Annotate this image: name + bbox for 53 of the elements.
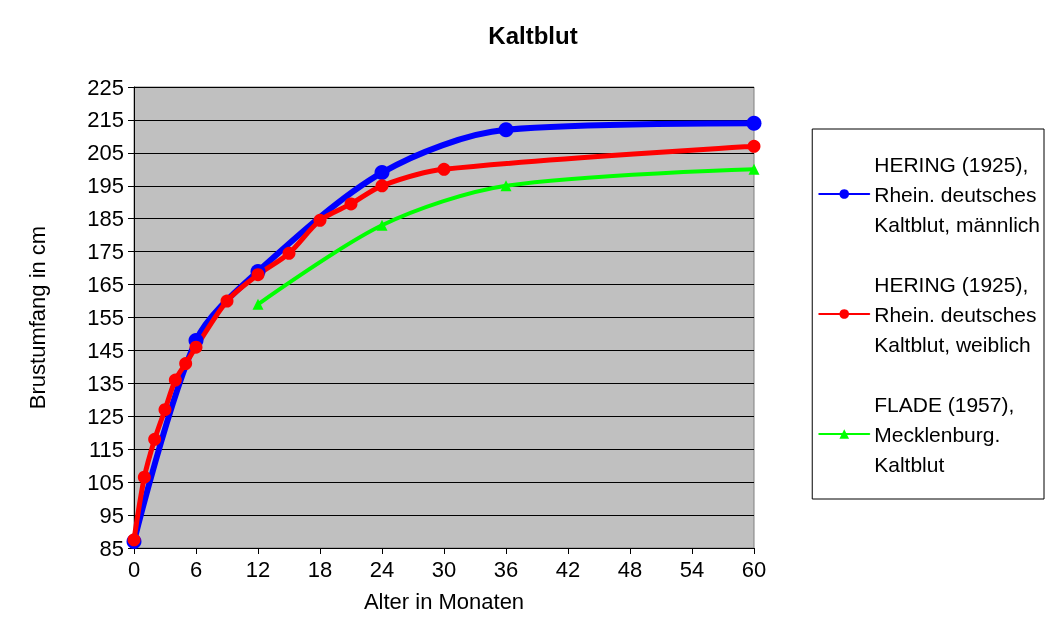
y-tick-label: 115 [88,436,124,462]
point [437,162,451,176]
y-tick-label: 225 [87,74,124,100]
x-tick-label: 6 [189,556,203,582]
x-tick-label: 12 [245,556,271,582]
x-tick-label: 60 [741,556,767,582]
x-tick-label: 42 [555,556,581,582]
y-tick-label: 215 [87,107,124,133]
point [375,179,389,193]
point [344,197,358,211]
point [137,470,151,484]
point [500,180,512,192]
point [252,298,264,310]
point [376,219,388,231]
x-tick-label: 18 [307,556,333,582]
y-tick-label: 185 [87,206,124,232]
x-tick-label: 48 [617,556,643,582]
point [374,165,390,181]
point [168,373,182,387]
point [747,139,761,153]
point [189,340,203,354]
y-tick-label: 195 [87,173,124,199]
point [251,268,265,282]
point [748,163,760,175]
legend-label: FLADE (1957), Mecklenburg. Kaltblut [874,392,1015,476]
point [498,122,514,138]
y-tick-label: 155 [87,305,124,330]
x-tick-label: 30 [431,556,457,582]
point [282,246,296,260]
y-tick-label: 95 [99,502,124,528]
x-tick-label: 36 [493,556,519,582]
y-tick-label: 105 [87,469,124,495]
y-tick-label: 135 [87,370,124,396]
legend-label: HERING (1925), Rhein. deutsches Kaltblut, männlich [874,152,1041,236]
point [158,403,172,417]
y-tick-label: 125 [87,403,124,429]
point [746,115,762,131]
legend-label: HERING (1925), Rhein. deutsches Kaltblut, weiblich [874,272,1037,356]
x-tick-label: 0 [127,556,141,582]
x-tick-label: 54 [679,556,705,582]
y-tick-label: 85 [99,535,124,561]
x-tick-label: 24 [369,556,395,582]
chart-title: Kaltblut [488,21,578,49]
point [313,213,327,227]
x-axis-title: Alter in Monaten [363,588,525,614]
y-axis-title: Brustumfang in cm [24,225,50,410]
point [148,432,162,446]
point [220,294,234,308]
y-tick-label: 175 [87,239,124,265]
y-tick-label: 145 [87,337,124,363]
y-tick-label: 205 [87,140,124,166]
point [179,357,193,371]
y-tick-label: 165 [87,272,124,298]
